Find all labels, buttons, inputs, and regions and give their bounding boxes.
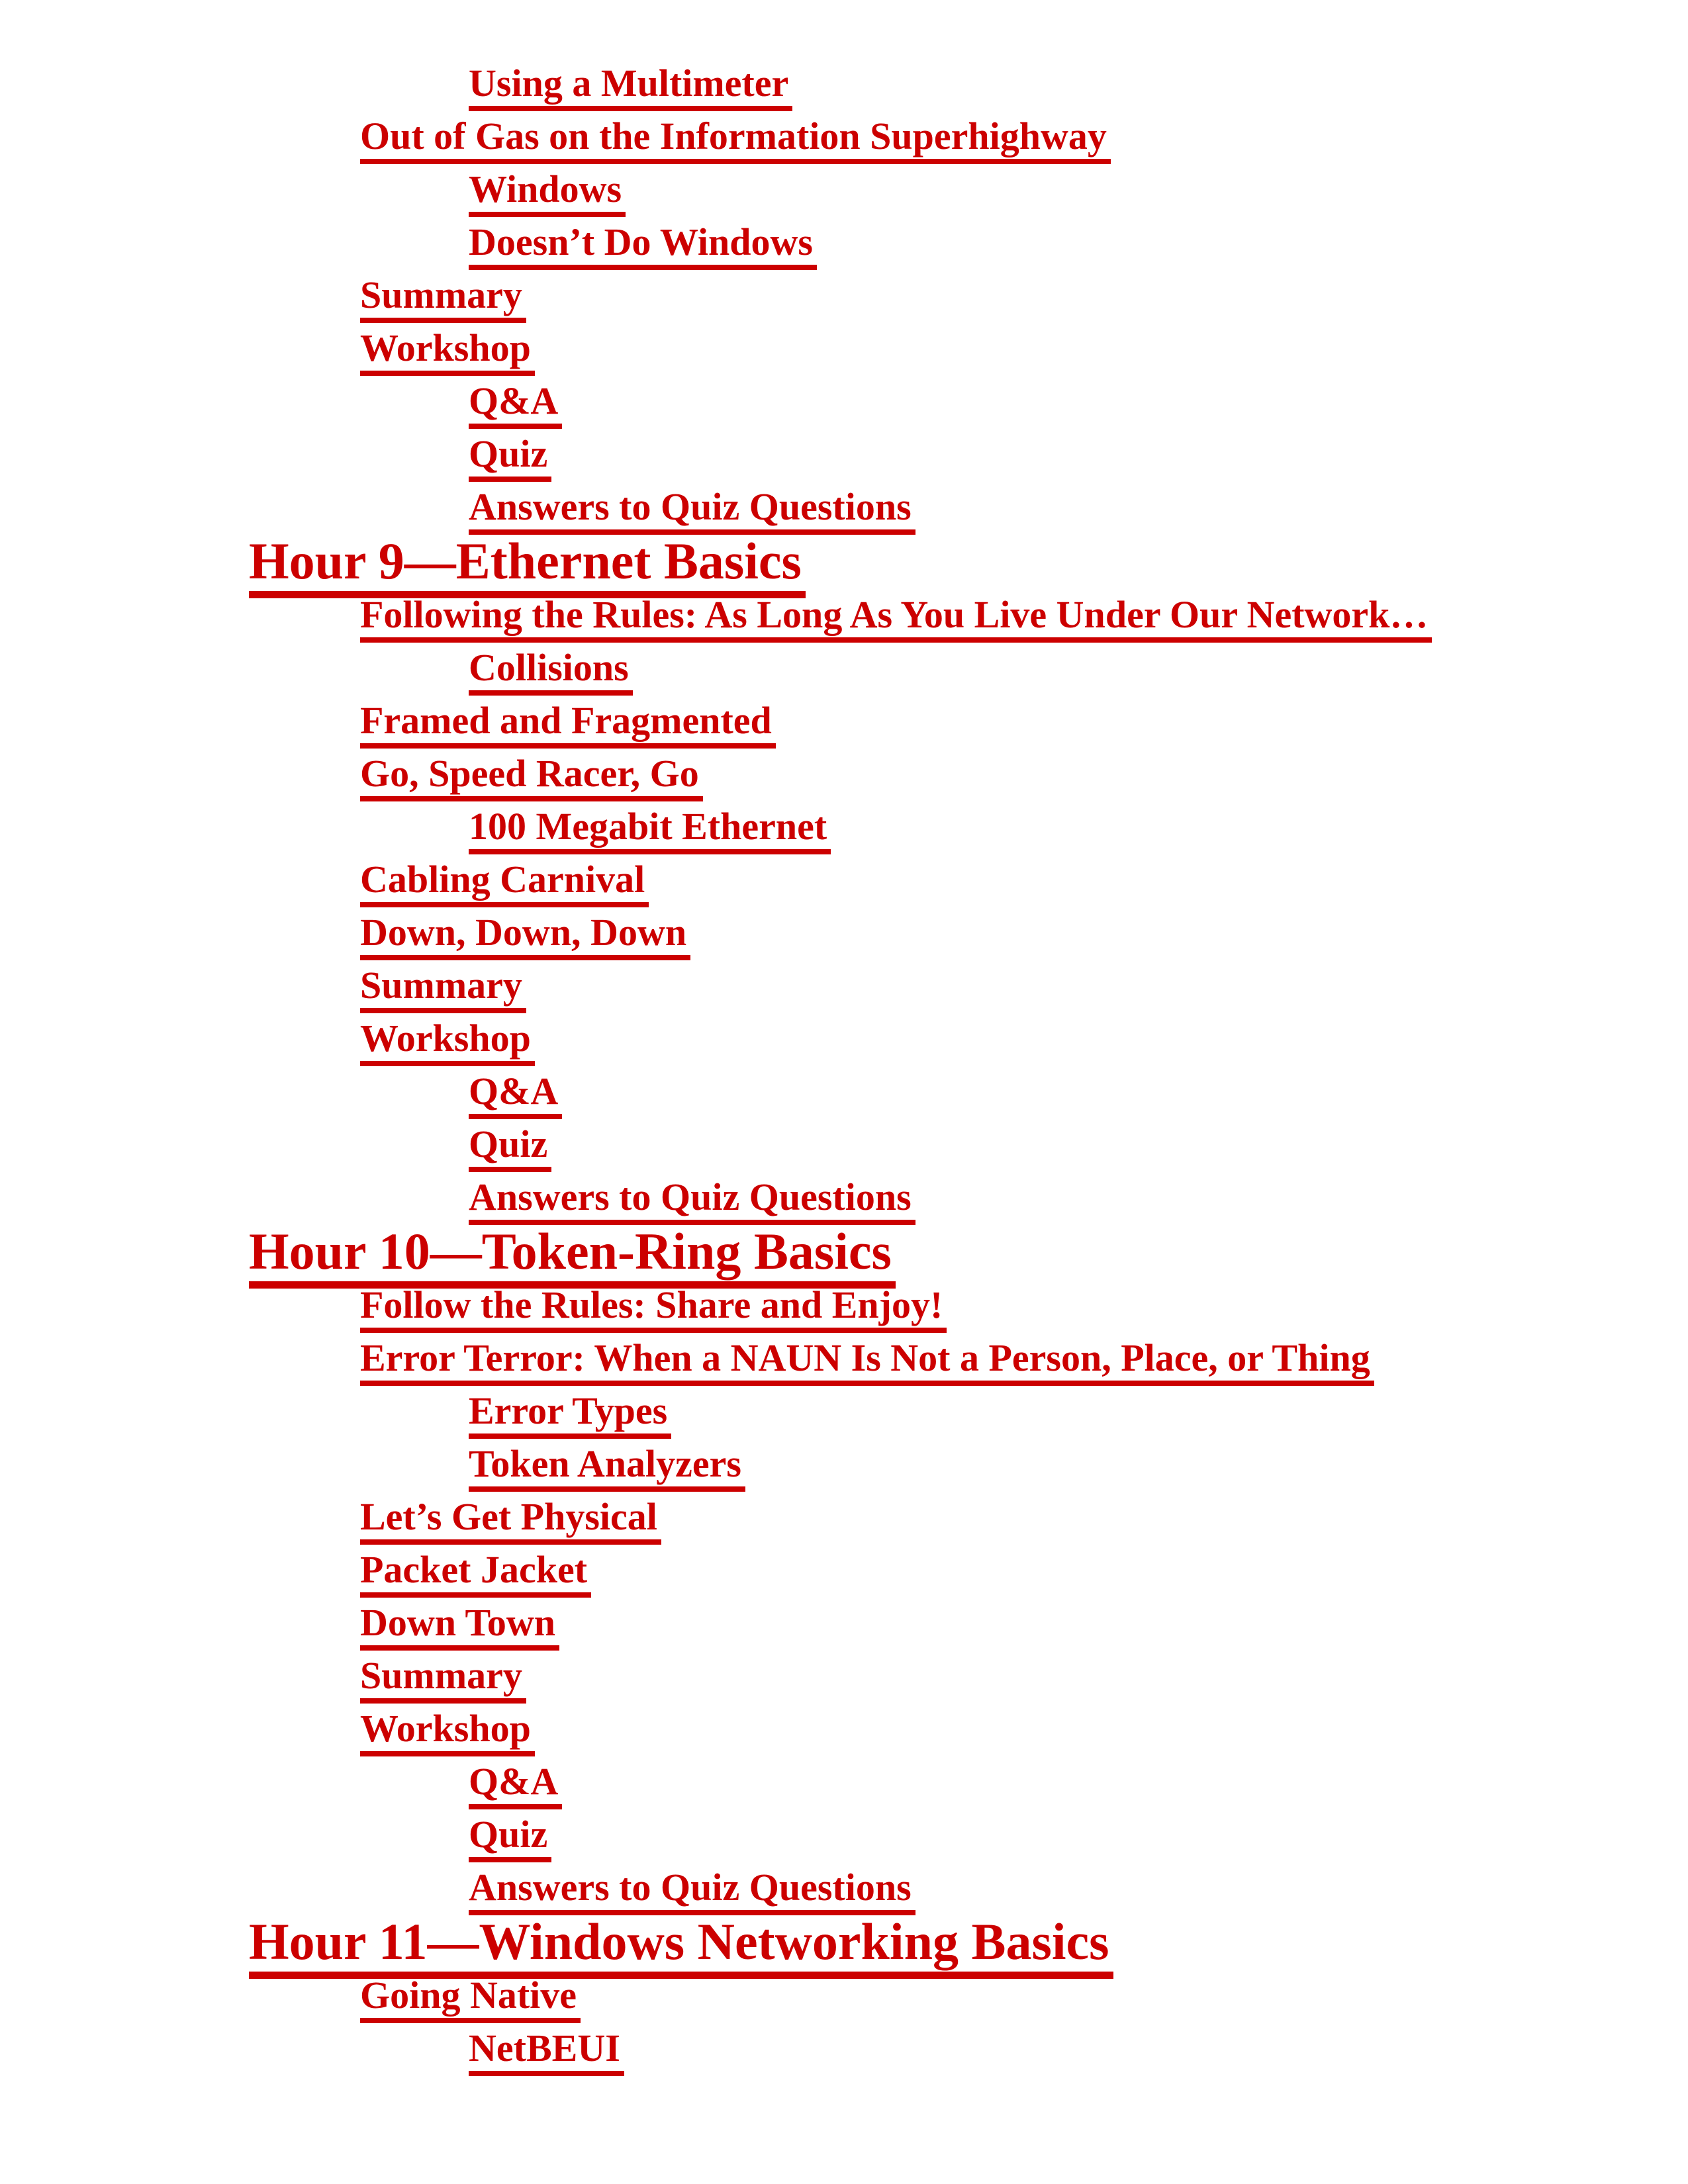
toc-entry-row: Error Types	[249, 1385, 1662, 1439]
toc-entry-row: Framed and Fragmented	[249, 694, 1662, 749]
toc-entry-row: Windows	[249, 163, 1662, 217]
toc-entry-link[interactable]: Packet Jacket	[360, 1548, 592, 1598]
toc-entry-row: Workshop	[249, 1012, 1662, 1066]
toc-entry-link[interactable]: Quiz	[469, 1122, 552, 1172]
toc-heading-row: Hour 11—Windows Networking Basics	[249, 1913, 1662, 1979]
toc-entry-row: Error Terror: When a NAUN Is Not a Perso…	[249, 1332, 1662, 1386]
toc-entry-link[interactable]: Quiz	[469, 432, 552, 482]
toc-entry-link[interactable]: Error Terror: When a NAUN Is Not a Perso…	[360, 1336, 1374, 1386]
toc-entry-link[interactable]: Summary	[360, 273, 526, 323]
toc-entry-row: Let’s Get Physical	[249, 1490, 1662, 1545]
toc-entry-row: Summary	[249, 959, 1662, 1013]
toc-entry-link[interactable]: Down Town	[360, 1601, 559, 1651]
toc-entry-row: Out of Gas on the Information Superhighw…	[249, 110, 1662, 164]
toc-entry-link[interactable]: Answers to Quiz Questions	[469, 1175, 915, 1225]
toc-entry-row: Using a Multimeter	[249, 57, 1662, 111]
toc-list: Using a Multimeter Out of Gas on the Info…	[249, 57, 1662, 2076]
toc-entry-row: NetBEUI	[249, 2022, 1662, 2076]
toc-entry-link[interactable]: Go, Speed Racer, Go	[360, 752, 703, 801]
toc-entry-link[interactable]: Doesn’t Do Windows	[469, 220, 817, 270]
toc-heading-link[interactable]: Hour 9—Ethernet Basics	[249, 532, 806, 598]
toc-entry-link[interactable]: Using a Multimeter	[469, 62, 793, 111]
toc-entry-row: Down Town	[249, 1596, 1662, 1651]
toc-heading-link[interactable]: Hour 10—Token-Ring Basics	[249, 1222, 896, 1289]
toc-entry-link[interactable]: Workshop	[360, 1707, 535, 1756]
toc-entry-row: Workshop	[249, 1702, 1662, 1756]
toc-heading-row: Hour 9—Ethernet Basics	[249, 532, 1662, 598]
toc-entry-link[interactable]: Windows	[469, 167, 626, 217]
toc-entry-row: Token Analyzers	[249, 1437, 1662, 1492]
toc-entry-row: Answers to Quiz Questions	[249, 1171, 1662, 1225]
toc-entry-row: Q&A	[249, 375, 1662, 429]
toc-entry-link[interactable]: Workshop	[360, 1017, 535, 1066]
toc-entry-row: Q&A	[249, 1065, 1662, 1119]
toc-entry-link[interactable]: Quiz	[469, 1813, 552, 1862]
toc-entry-row: Q&A	[249, 1755, 1662, 1809]
toc-heading-link[interactable]: Hour 11—Windows Networking Basics	[249, 1913, 1113, 1979]
toc-entry-row: Go, Speed Racer, Go	[249, 747, 1662, 801]
toc-heading-row: Hour 10—Token-Ring Basics	[249, 1222, 1662, 1289]
toc-entry-link[interactable]: Going Native	[360, 1974, 581, 2023]
toc-entry-link[interactable]: Q&A	[469, 1069, 563, 1119]
toc-entry-link[interactable]: Follow the Rules: Share and Enjoy!	[360, 1283, 947, 1333]
toc-entry-link[interactable]: Q&A	[469, 1760, 563, 1809]
toc-entry-row: Following the Rules: As Long As You Live…	[249, 588, 1662, 643]
toc-entry-link[interactable]: Q&A	[469, 379, 563, 429]
toc-entry-link[interactable]: Token Analyzers	[469, 1442, 745, 1492]
toc-entry-link[interactable]: Error Types	[469, 1389, 672, 1439]
toc-entry-link[interactable]: 100 Megabit Ethernet	[469, 805, 831, 854]
toc-entry-link[interactable]: Answers to Quiz Questions	[469, 1866, 915, 1915]
toc-entry-row: Summary	[249, 269, 1662, 323]
toc-entry-row: Quiz	[249, 1808, 1662, 1862]
toc-entry-row: Quiz	[249, 1118, 1662, 1172]
toc-entry-row: Down, Down, Down	[249, 906, 1662, 960]
toc-entry-row: Summary	[249, 1649, 1662, 1704]
toc-entry-row: Quiz	[249, 428, 1662, 482]
toc-entry-row: Going Native	[249, 1969, 1662, 2023]
toc-entry-link[interactable]: Collisions	[469, 646, 633, 696]
toc-entry-link[interactable]: Following the Rules: As Long As You Live…	[360, 593, 1432, 643]
toc-entry-row: Collisions	[249, 641, 1662, 696]
toc-entry-row: Cabling Carnival	[249, 853, 1662, 907]
toc-entry-row: 100 Megabit Ethernet	[249, 800, 1662, 854]
toc-entry-row: Answers to Quiz Questions	[249, 480, 1662, 535]
toc-entry-link[interactable]: Summary	[360, 1654, 526, 1704]
toc-entry-link[interactable]: Summary	[360, 964, 526, 1013]
toc-entry-row: Answers to Quiz Questions	[249, 1861, 1662, 1915]
toc-entry-link[interactable]: NetBEUI	[469, 2026, 624, 2076]
toc-entry-link[interactable]: Answers to Quiz Questions	[469, 485, 915, 535]
toc-entry-link[interactable]: Workshop	[360, 326, 535, 376]
toc-entry-row: Packet Jacket	[249, 1543, 1662, 1598]
toc-entry-link[interactable]: Let’s Get Physical	[360, 1495, 661, 1545]
toc-entry-link[interactable]: Cabling Carnival	[360, 858, 649, 907]
toc-entry-row: Workshop	[249, 322, 1662, 376]
toc-entry-link[interactable]: Framed and Fragmented	[360, 699, 776, 749]
toc-entry-row: Follow the Rules: Share and Enjoy!	[249, 1279, 1662, 1333]
toc-entry-link[interactable]: Out of Gas on the Information Superhighw…	[360, 114, 1111, 164]
toc-entry-link[interactable]: Down, Down, Down	[360, 911, 691, 960]
toc-entry-row: Doesn’t Do Windows	[249, 216, 1662, 270]
